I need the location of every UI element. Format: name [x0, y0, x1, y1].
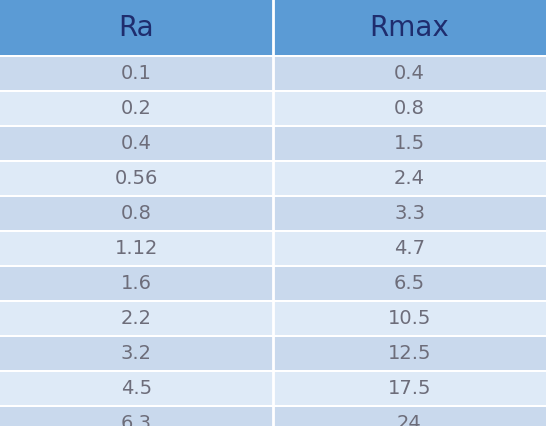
Text: 0.8: 0.8: [394, 99, 425, 118]
FancyBboxPatch shape: [0, 267, 273, 300]
Text: Ra: Ra: [118, 14, 155, 41]
Text: 0.56: 0.56: [115, 169, 158, 188]
Text: 12.5: 12.5: [388, 344, 431, 363]
FancyBboxPatch shape: [0, 232, 273, 265]
FancyBboxPatch shape: [0, 405, 546, 407]
FancyBboxPatch shape: [0, 160, 546, 162]
FancyBboxPatch shape: [0, 162, 273, 195]
Text: 6.3: 6.3: [121, 414, 152, 426]
FancyBboxPatch shape: [273, 372, 546, 405]
Text: 4.7: 4.7: [394, 239, 425, 258]
FancyBboxPatch shape: [273, 337, 546, 370]
Text: 1.6: 1.6: [121, 274, 152, 293]
Text: 0.8: 0.8: [121, 204, 152, 223]
FancyBboxPatch shape: [273, 162, 546, 195]
FancyBboxPatch shape: [273, 92, 546, 125]
FancyBboxPatch shape: [273, 232, 546, 265]
FancyBboxPatch shape: [273, 127, 546, 160]
FancyBboxPatch shape: [0, 372, 273, 405]
FancyBboxPatch shape: [0, 0, 273, 55]
Text: 3.3: 3.3: [394, 204, 425, 223]
Text: 17.5: 17.5: [388, 379, 431, 398]
Text: 3.2: 3.2: [121, 344, 152, 363]
FancyBboxPatch shape: [0, 197, 273, 230]
Text: 2.2: 2.2: [121, 309, 152, 328]
FancyBboxPatch shape: [0, 300, 546, 302]
FancyBboxPatch shape: [273, 267, 546, 300]
Text: 0.1: 0.1: [121, 64, 152, 83]
Text: 1.5: 1.5: [394, 134, 425, 153]
Text: 10.5: 10.5: [388, 309, 431, 328]
FancyBboxPatch shape: [0, 302, 273, 335]
Text: 4.5: 4.5: [121, 379, 152, 398]
FancyBboxPatch shape: [0, 55, 546, 57]
Text: Rmax: Rmax: [370, 14, 449, 41]
Text: 1.12: 1.12: [115, 239, 158, 258]
Text: 6.5: 6.5: [394, 274, 425, 293]
FancyBboxPatch shape: [0, 337, 273, 370]
FancyBboxPatch shape: [0, 195, 546, 197]
FancyBboxPatch shape: [0, 407, 273, 426]
FancyBboxPatch shape: [273, 302, 546, 335]
FancyBboxPatch shape: [0, 230, 546, 232]
FancyBboxPatch shape: [0, 370, 546, 372]
Text: 2.4: 2.4: [394, 169, 425, 188]
Text: 24: 24: [397, 414, 422, 426]
FancyBboxPatch shape: [0, 127, 273, 160]
Text: 0.4: 0.4: [394, 64, 425, 83]
FancyBboxPatch shape: [273, 57, 546, 90]
FancyBboxPatch shape: [0, 335, 546, 337]
FancyBboxPatch shape: [0, 265, 546, 267]
FancyBboxPatch shape: [273, 197, 546, 230]
FancyBboxPatch shape: [0, 57, 273, 90]
FancyBboxPatch shape: [273, 407, 546, 426]
Text: 0.4: 0.4: [121, 134, 152, 153]
FancyBboxPatch shape: [0, 92, 273, 125]
Text: 0.2: 0.2: [121, 99, 152, 118]
FancyBboxPatch shape: [0, 90, 546, 92]
FancyBboxPatch shape: [273, 0, 546, 55]
FancyBboxPatch shape: [0, 125, 546, 127]
